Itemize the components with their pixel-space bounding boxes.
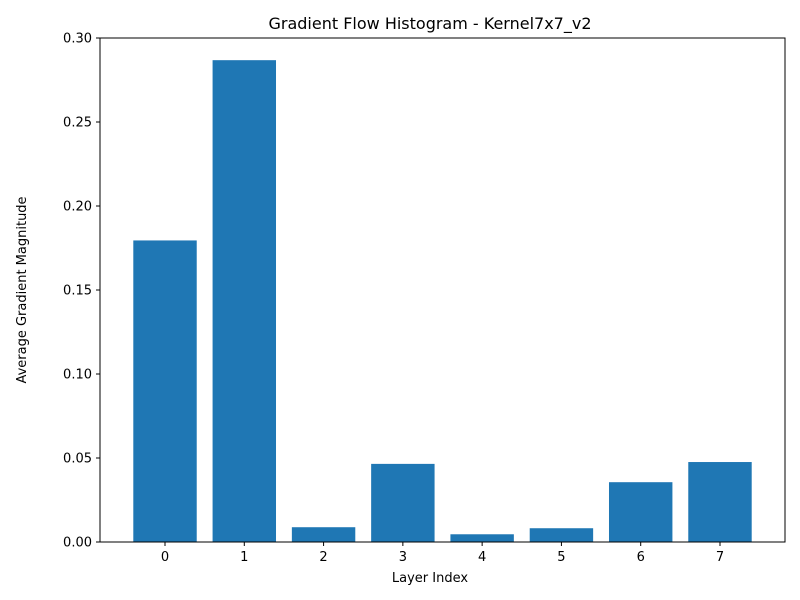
bars-group bbox=[133, 60, 752, 543]
axes-frame bbox=[99, 37, 786, 543]
y-axis-label: Average Gradient Magnitude bbox=[15, 196, 30, 383]
x-tick-label: 6 bbox=[637, 550, 645, 565]
y-tick-label: 0.15 bbox=[63, 284, 92, 299]
bar-layer-6 bbox=[608, 482, 673, 542]
y-tick-label: 0.05 bbox=[63, 452, 92, 467]
y-tick-label: 0.00 bbox=[63, 536, 92, 551]
x-tick-label: 5 bbox=[557, 550, 565, 565]
y-tick-label: 0.20 bbox=[63, 200, 92, 215]
y-axis-ticks: 0.00 0.05 0.10 0.15 0.20 0.25 0.30 bbox=[63, 32, 100, 551]
y-tick-label: 0.25 bbox=[63, 116, 92, 131]
x-tick-label: 2 bbox=[319, 550, 327, 565]
bar-layer-2 bbox=[291, 527, 356, 542]
chart-title: Gradient Flow Histogram - Kernel7x7_v2 bbox=[268, 14, 591, 34]
bar-layer-0 bbox=[133, 240, 197, 542]
bar-layer-5 bbox=[529, 528, 594, 542]
x-axis-label: Layer Index bbox=[392, 571, 468, 586]
bar-layer-4 bbox=[450, 534, 514, 542]
y-tick-label: 0.30 bbox=[63, 32, 92, 47]
x-tick-label: 7 bbox=[716, 550, 724, 565]
x-tick-label: 0 bbox=[161, 550, 169, 565]
x-tick-label: 4 bbox=[478, 550, 486, 565]
bar-layer-3 bbox=[371, 463, 435, 542]
x-axis-ticks: 0 1 2 3 4 5 6 7 bbox=[161, 542, 724, 565]
y-tick-label: 0.10 bbox=[63, 368, 92, 383]
x-tick-label: 1 bbox=[240, 550, 248, 565]
bar-layer-1 bbox=[212, 60, 277, 543]
bar-layer-7 bbox=[688, 462, 752, 542]
x-tick-label: 3 bbox=[399, 550, 407, 565]
